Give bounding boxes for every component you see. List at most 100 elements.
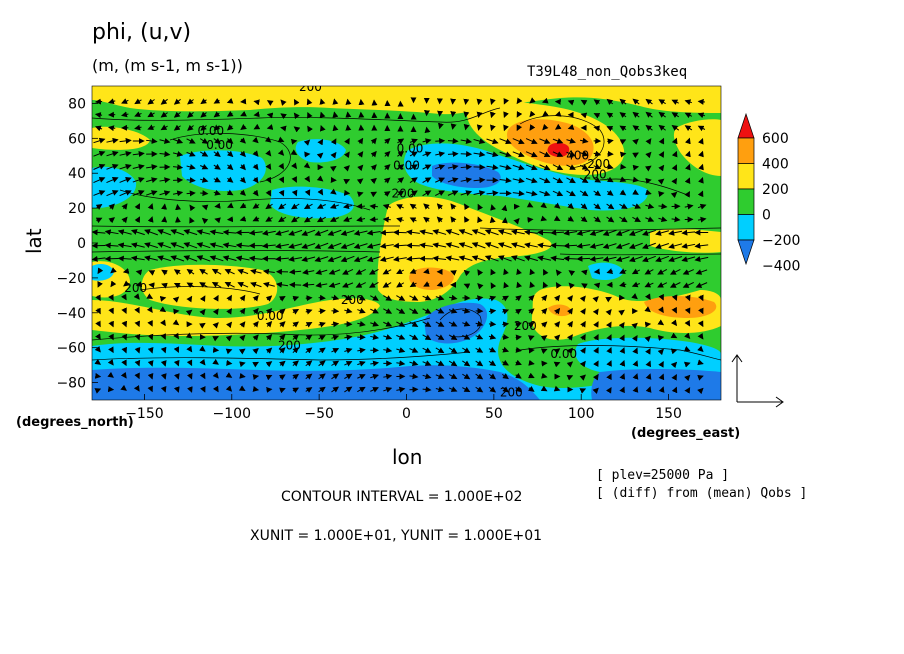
wind-vector	[605, 321, 612, 329]
wind-vector	[275, 242, 289, 249]
wind-vector	[620, 163, 627, 170]
wind-vector	[187, 98, 194, 105]
wind-vector	[475, 295, 484, 302]
wind-vector	[432, 242, 447, 249]
contour-label: 200	[584, 167, 607, 181]
wind-vector	[392, 256, 407, 262]
wind-vector	[552, 138, 564, 144]
wind-vector	[579, 190, 589, 197]
wind-vector	[106, 190, 119, 197]
wind-vector	[631, 293, 638, 300]
wind-vector	[396, 217, 404, 223]
y-axis-label: lat	[22, 228, 46, 254]
wind-vector	[463, 111, 470, 118]
wind-vector	[684, 203, 694, 210]
wind-vector	[529, 281, 536, 289]
wind-vector	[488, 308, 497, 315]
wind-vector	[161, 282, 168, 289]
wind-vector	[108, 346, 114, 354]
wind-vector	[671, 99, 679, 106]
wind-vector	[199, 345, 206, 352]
wind-vector	[239, 321, 246, 328]
wind-vector	[119, 177, 132, 183]
wind-vector	[147, 360, 154, 367]
wind-vector	[619, 347, 625, 354]
wind-vector	[476, 124, 483, 131]
wind-vector	[278, 176, 284, 184]
wind-vector	[95, 204, 103, 210]
wind-vector	[423, 268, 430, 275]
wind-vector	[159, 306, 167, 313]
wind-vector	[579, 360, 586, 368]
difference-note: [ (diff) from (mean) Qobs ]	[596, 486, 808, 501]
wind-vector	[435, 137, 446, 144]
contour-fill-pos-200	[92, 126, 150, 150]
wind-vector	[486, 151, 499, 158]
wind-vector	[502, 373, 509, 380]
wind-vector	[539, 138, 551, 144]
wind-vector	[121, 203, 128, 210]
wind-vector	[291, 203, 300, 210]
wind-vector	[383, 308, 393, 314]
wind-vector	[93, 190, 106, 196]
wind-vector	[526, 201, 534, 208]
wind-vector	[186, 151, 196, 157]
wind-vector	[698, 177, 704, 184]
wind-vector	[201, 204, 209, 211]
wind-vector	[94, 346, 101, 353]
wind-vector	[343, 165, 350, 172]
wind-vector	[579, 295, 586, 303]
wind-vector	[525, 151, 538, 158]
wind-vector	[592, 296, 599, 303]
wind-vector	[278, 216, 287, 223]
wind-vector	[316, 203, 326, 209]
wind-vector	[314, 256, 329, 263]
wind-vector	[331, 294, 340, 301]
wind-vector	[170, 255, 185, 262]
wind-vector	[200, 111, 207, 118]
wind-vector	[379, 256, 394, 263]
wind-vector	[94, 388, 102, 394]
wind-vector	[502, 295, 509, 302]
wind-vector	[605, 296, 612, 303]
wind-vector	[121, 293, 127, 301]
wind-vector	[265, 149, 272, 157]
wind-vector	[319, 111, 326, 119]
wind-vector	[528, 308, 535, 315]
wind-vector	[183, 229, 198, 236]
wind-vector	[106, 137, 119, 144]
wind-vector	[355, 282, 366, 288]
wind-vector	[409, 138, 418, 145]
wind-vector	[370, 387, 379, 393]
wind-vector	[370, 295, 379, 301]
wind-vector	[606, 216, 615, 223]
wind-vector	[553, 202, 561, 209]
wind-vector	[370, 150, 377, 158]
run-name: T39L48_non_Qobs3keq	[527, 64, 688, 80]
wind-vector	[121, 111, 129, 118]
wind-vector	[369, 269, 379, 275]
wind-vector	[119, 190, 132, 197]
wind-vector	[288, 243, 303, 249]
wind-vector	[240, 124, 247, 131]
wind-vector	[370, 373, 379, 380]
wind-vector	[239, 176, 246, 184]
wind-vector	[307, 111, 313, 119]
wind-vector	[542, 281, 549, 289]
colorbar-cap-top	[737, 112, 755, 139]
contour-label: 200	[278, 338, 301, 352]
wind-vector	[318, 373, 326, 380]
wind-vector	[314, 229, 329, 236]
wind-vector	[632, 176, 640, 183]
wind-vector	[304, 189, 311, 197]
wind-vector	[550, 255, 565, 262]
wind-vector	[499, 164, 512, 171]
wind-vector	[196, 255, 211, 262]
wind-vector	[275, 281, 289, 288]
wind-vector	[513, 217, 520, 225]
wind-vector	[525, 190, 538, 197]
wind-vector	[540, 335, 548, 342]
wind-vector	[671, 306, 677, 314]
wind-vector	[290, 149, 298, 156]
wind-vector	[265, 176, 272, 184]
